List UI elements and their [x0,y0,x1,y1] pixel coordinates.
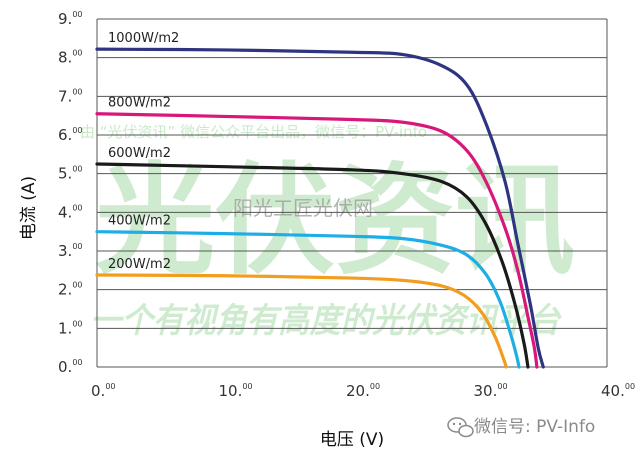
watermark-layer: 由 “光伏资讯” 微信公众平台出品，微信号：PV-info 光伏资讯 一个有视角… [80,123,575,341]
series-line-3 [95,230,521,369]
series-line-4 [95,273,508,369]
wechat-icon [447,417,474,438]
watermark-line-1: 由 “光伏资讯” 微信公众平台出品，微信号：PV-info [80,123,427,141]
x-tick-label: 0.00 [91,382,116,400]
y-tick-label: 3.00 [58,242,83,260]
y-tick-label: 8.00 [58,49,83,67]
series-label-2: 600W/m2 [108,146,171,161]
x-tick-labels: 0.00 10.00 20.00 30.00 40.00 [91,382,635,400]
x-axis-title: 电压 (V) [320,430,384,450]
series-label-4: 200W/m2 [108,257,171,272]
grid-lines [96,18,608,368]
wechat-id: 微信号: PV-Info [474,417,595,437]
y-tick-label: 6.00 [58,126,83,144]
y-tick-label: 0.00 [58,358,83,376]
x-tick-label: 20.00 [346,382,380,400]
series-lines [95,47,545,369]
series-labels: 1000W/m2 800W/m2 600W/m2 400W/m2 200W/m2 [108,31,179,272]
watermark-overlay-text: 阳光工匠光伏网 [233,196,373,220]
series-label-3: 400W/m2 [108,214,171,229]
x-tick-label: 30.00 [474,382,508,400]
y-tick-label: 5.00 [58,165,83,183]
y-tick-label: 2.00 [58,281,83,299]
series-label-1: 800W/m2 [108,96,171,111]
x-tick-label: 40.00 [601,382,635,400]
wechat-badge: 微信号: PV-Info [447,417,595,438]
y-axis-title: 电流 (A) [19,176,39,240]
y-tick-label: 1.00 [58,319,83,337]
series-label-0: 1000W/m2 [108,31,179,46]
series-line-2 [95,162,530,369]
y-tick-labels: 0.00 1.00 2.00 3.00 4.00 5.00 6.00 7.00 8.00 9.00 [58,10,83,376]
x-tick-label: 10.00 [219,382,253,400]
watermark-big-title: 光伏资讯 [95,152,575,291]
series-line-1 [95,112,539,369]
y-tick-label: 7.00 [58,87,83,105]
series-line-0 [95,47,545,369]
watermark-slogan: 一个有视角有高度的光伏资讯平台 [90,301,562,341]
y-tick-label: 4.00 [58,203,83,221]
y-tick-label: 9.00 [58,10,83,28]
